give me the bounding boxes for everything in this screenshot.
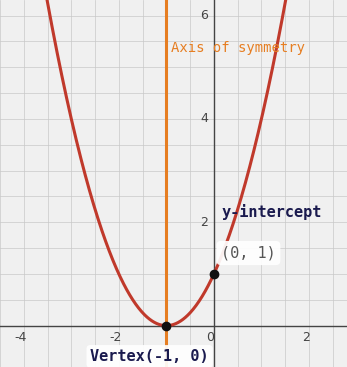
Text: 6: 6 [200, 9, 208, 22]
Text: -4: -4 [14, 331, 27, 344]
Text: Axis of symmetry: Axis of symmetry [171, 41, 305, 55]
Text: 2: 2 [200, 216, 208, 229]
Text: (0, 1): (0, 1) [221, 246, 276, 261]
Text: Vertex(-1, 0): Vertex(-1, 0) [90, 349, 209, 364]
Text: 0: 0 [206, 331, 214, 344]
Text: -2: -2 [109, 331, 122, 344]
Text: 2: 2 [302, 331, 310, 344]
Text: y-intercept: y-intercept [221, 204, 321, 220]
Text: 4: 4 [200, 112, 208, 126]
